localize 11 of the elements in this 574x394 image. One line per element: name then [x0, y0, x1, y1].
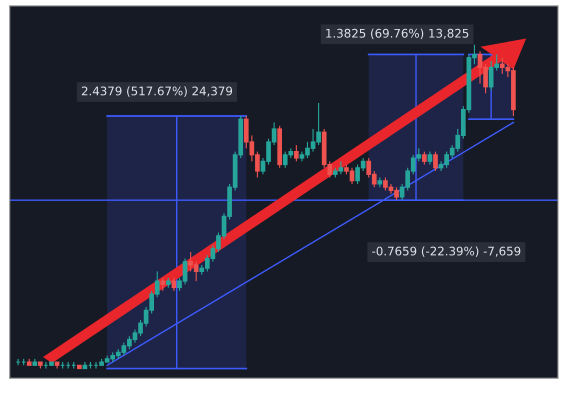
candlestick	[428, 151, 432, 166]
candlestick	[166, 277, 171, 288]
candlestick	[422, 151, 427, 166]
annotation: 2.4379 (517.67%) 24,379	[82, 86, 232, 97]
candlestick	[160, 277, 166, 292]
candlestick	[378, 176, 382, 188]
annotation: -0.7659 (-22.39%) -7,659	[372, 246, 520, 257]
candlestick	[294, 144, 299, 162]
text: 1.3825 (69.76%) 13,825	[326, 28, 468, 40]
candlestick	[172, 277, 176, 292]
candlestick	[433, 151, 438, 172]
